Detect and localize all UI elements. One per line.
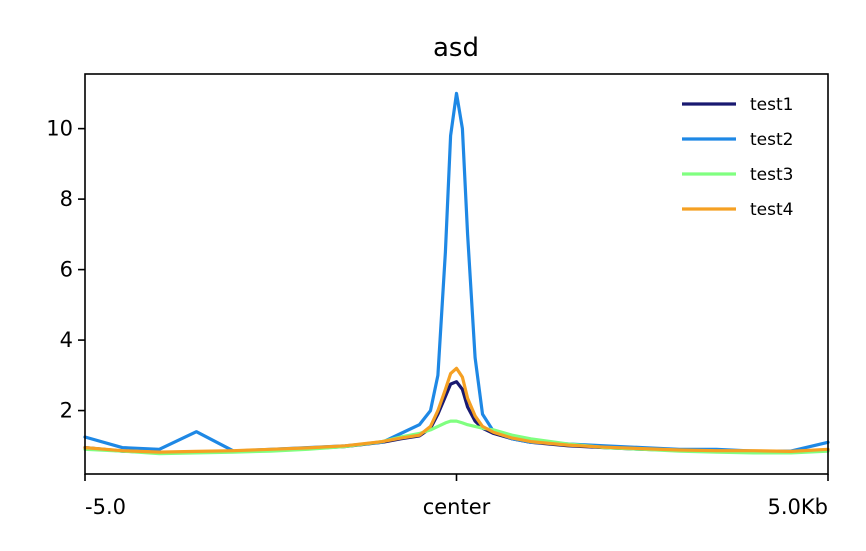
y-tick-label: 2 [60, 399, 73, 423]
series-line-test4 [83, 366, 830, 454]
legend-label-test3: test3 [750, 165, 793, 185]
chart-title: asd [433, 33, 479, 63]
y-tick-label: 6 [60, 258, 73, 282]
y-axis: 2 4 6 8 10 [46, 117, 85, 423]
series-group [83, 91, 830, 456]
y-tick-label: 8 [60, 187, 73, 211]
y-tick-label: 10 [46, 117, 73, 141]
x-tick-label: 5.0Kb [768, 495, 829, 519]
x-tick-label: -5.0 [85, 495, 126, 519]
y-tick-label: 4 [60, 328, 73, 352]
legend-label-test2: test2 [750, 130, 793, 150]
legend-label-test1: test1 [750, 95, 793, 115]
plot-area [84, 73, 829, 475]
x-axis: -5.0 center 5.0Kb [84, 474, 829, 519]
series-line-test1 [83, 380, 830, 455]
x-tick-label: center [423, 495, 491, 519]
series-line-test2 [83, 91, 830, 453]
legend: test1 test2 test3 test4 [682, 95, 793, 220]
legend-label-test4: test4 [750, 200, 793, 220]
